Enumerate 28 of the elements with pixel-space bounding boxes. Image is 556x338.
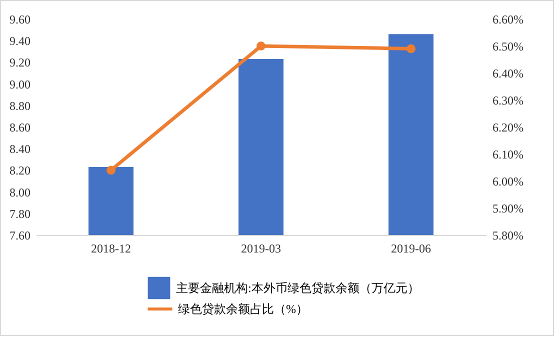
y-tick-label: 8.20 <box>10 164 30 178</box>
x-tick-label: 2019-03 <box>241 242 281 256</box>
y2-tick-label: 5.80% <box>492 228 524 242</box>
y-tick-label: 9.60 <box>10 12 30 26</box>
y-tick-label: 7.60 <box>10 228 30 242</box>
y-tick-label: 8.80 <box>10 98 30 113</box>
legend-label: 主要金融机构:本外币绿色贷款余额（万亿元） <box>176 281 420 295</box>
point <box>406 44 416 54</box>
y2-tick-label: 6.20% <box>492 120 524 134</box>
point <box>256 42 266 50</box>
y-tick-label: 8.00 <box>10 185 30 200</box>
y-tick-label: 8.40 <box>10 142 30 156</box>
y2-tick-label: 6.50% <box>492 40 524 54</box>
point <box>106 166 116 175</box>
y2-tick-label: 5.90% <box>492 202 524 216</box>
x-tick-label: 2018-12 <box>91 242 131 256</box>
y2-tick-label: 6.30% <box>492 94 524 108</box>
y2-tick-label: 6.40% <box>492 66 524 80</box>
x-tick-label: 2019-06 <box>391 242 431 256</box>
legend-label: 绿色贷款余额占比（%） <box>178 302 308 316</box>
y2-tick-label: 6.60% <box>492 12 524 26</box>
y-tick-label: 8.60 <box>10 120 30 134</box>
y-tick-label: 9.40 <box>10 34 30 48</box>
y-tick-label: 7.80 <box>10 206 30 221</box>
y2-tick-label: 6.00% <box>492 174 524 188</box>
y2-tick-label: 6.10% <box>492 148 524 162</box>
y-tick-label: 9.00 <box>10 77 30 92</box>
y-tick-label: 9.20 <box>10 56 30 70</box>
